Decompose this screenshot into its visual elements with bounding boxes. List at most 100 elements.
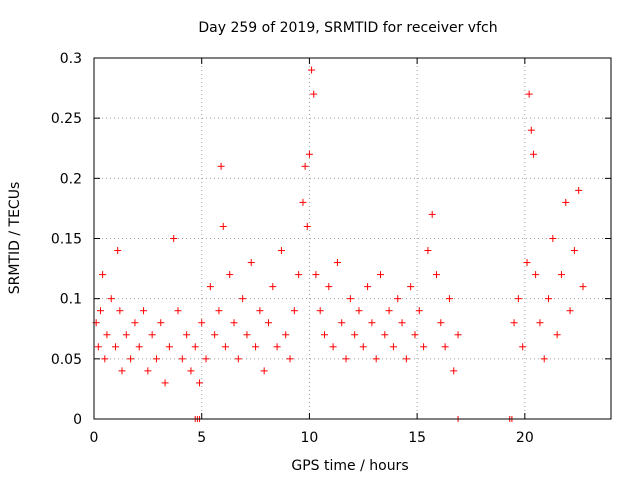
- data-point: [579, 283, 587, 291]
- data-point: [282, 331, 290, 339]
- data-point: [247, 259, 255, 267]
- data-point: [398, 319, 406, 327]
- data-point: [527, 126, 535, 134]
- x-tick-label: 0: [90, 430, 99, 446]
- data-point: [342, 355, 350, 363]
- data-point: [545, 295, 553, 303]
- data-point: [99, 271, 107, 279]
- data-point: [144, 367, 152, 375]
- data-point: [211, 331, 219, 339]
- data-point: [437, 319, 445, 327]
- data-point: [116, 307, 124, 315]
- data-point: [540, 355, 548, 363]
- data-point: [196, 379, 204, 387]
- data-point: [161, 379, 169, 387]
- y-axis-label: SRMTID / TECUs: [7, 182, 23, 295]
- data-point: [286, 355, 294, 363]
- data-point: [157, 319, 165, 327]
- data-point: [562, 198, 570, 206]
- data-point: [310, 90, 318, 98]
- data-point: [389, 343, 397, 351]
- data-point: [187, 367, 195, 375]
- data-point: [243, 331, 251, 339]
- grid: [94, 58, 611, 419]
- data-point: [112, 343, 120, 351]
- data-point: [94, 343, 102, 351]
- data-point: [428, 210, 436, 218]
- data-point: [269, 283, 277, 291]
- data-point: [219, 222, 227, 230]
- y-tick-label: 0.2: [60, 171, 82, 187]
- data-point: [277, 247, 285, 255]
- y-tick-label: 0.3: [60, 51, 82, 67]
- data-point: [377, 271, 385, 279]
- data-point: [230, 319, 238, 327]
- data-point: [96, 307, 104, 315]
- data-point: [385, 307, 393, 315]
- data-point: [221, 343, 229, 351]
- data-point: [566, 307, 574, 315]
- data-point: [178, 355, 186, 363]
- y-tick-label: 0.15: [51, 232, 82, 248]
- data-point: [217, 162, 225, 170]
- data-point: [575, 186, 583, 194]
- data-point: [445, 295, 453, 303]
- data-point: [303, 222, 311, 230]
- data-point: [433, 271, 441, 279]
- data-point: [510, 319, 518, 327]
- data-point: [273, 343, 281, 351]
- y-tick-label: 0.05: [51, 352, 82, 368]
- data-point: [290, 307, 298, 315]
- data-point: [316, 307, 324, 315]
- data-point: [368, 319, 376, 327]
- data-point: [355, 307, 363, 315]
- chart-title: Day 259 of 2019, SRMTID for receiver vfc…: [198, 20, 497, 36]
- data-point: [308, 66, 316, 74]
- data-point: [514, 295, 522, 303]
- data-point: [549, 235, 557, 242]
- data-point: [114, 247, 122, 255]
- data-point: [333, 259, 341, 267]
- data-point: [305, 150, 313, 158]
- data-point: [183, 331, 191, 339]
- x-tick-label: 15: [408, 430, 426, 446]
- data-point: [381, 331, 389, 339]
- y-tick-label: 0: [73, 412, 82, 428]
- data-point: [252, 343, 260, 351]
- data-point: [107, 295, 115, 303]
- data-point: [234, 355, 242, 363]
- data-point: [191, 343, 199, 351]
- data-point: [131, 319, 139, 327]
- data-point: [359, 343, 367, 351]
- data-point: [329, 343, 337, 351]
- data-point: [346, 295, 354, 303]
- data-point: [553, 331, 561, 339]
- data-point: [148, 331, 156, 339]
- data-point: [407, 283, 415, 291]
- data-point: [454, 331, 462, 339]
- data-point: [364, 283, 372, 291]
- data-point: [441, 343, 449, 351]
- data-points: [92, 66, 587, 422]
- data-point: [295, 271, 303, 279]
- data-point: [170, 235, 178, 242]
- data-point: [338, 319, 346, 327]
- data-point: [301, 162, 309, 170]
- data-point: [122, 331, 130, 339]
- data-point: [570, 247, 578, 255]
- data-point: [320, 331, 328, 339]
- data-point: [402, 355, 410, 363]
- data-point: [351, 331, 359, 339]
- data-point: [101, 355, 109, 363]
- data-point: [415, 307, 423, 315]
- data-point: [523, 259, 531, 267]
- data-point: [450, 367, 458, 375]
- data-point: [557, 271, 565, 279]
- data-point: [299, 198, 307, 206]
- data-point: [312, 271, 320, 279]
- data-point: [536, 319, 544, 327]
- data-point: [260, 367, 268, 375]
- data-point: [198, 319, 206, 327]
- axis-ticks: 0 5 10 15 20 0 0.05 0.1 0.15 0.2 0.25 0.3: [51, 51, 611, 446]
- data-point: [174, 307, 182, 315]
